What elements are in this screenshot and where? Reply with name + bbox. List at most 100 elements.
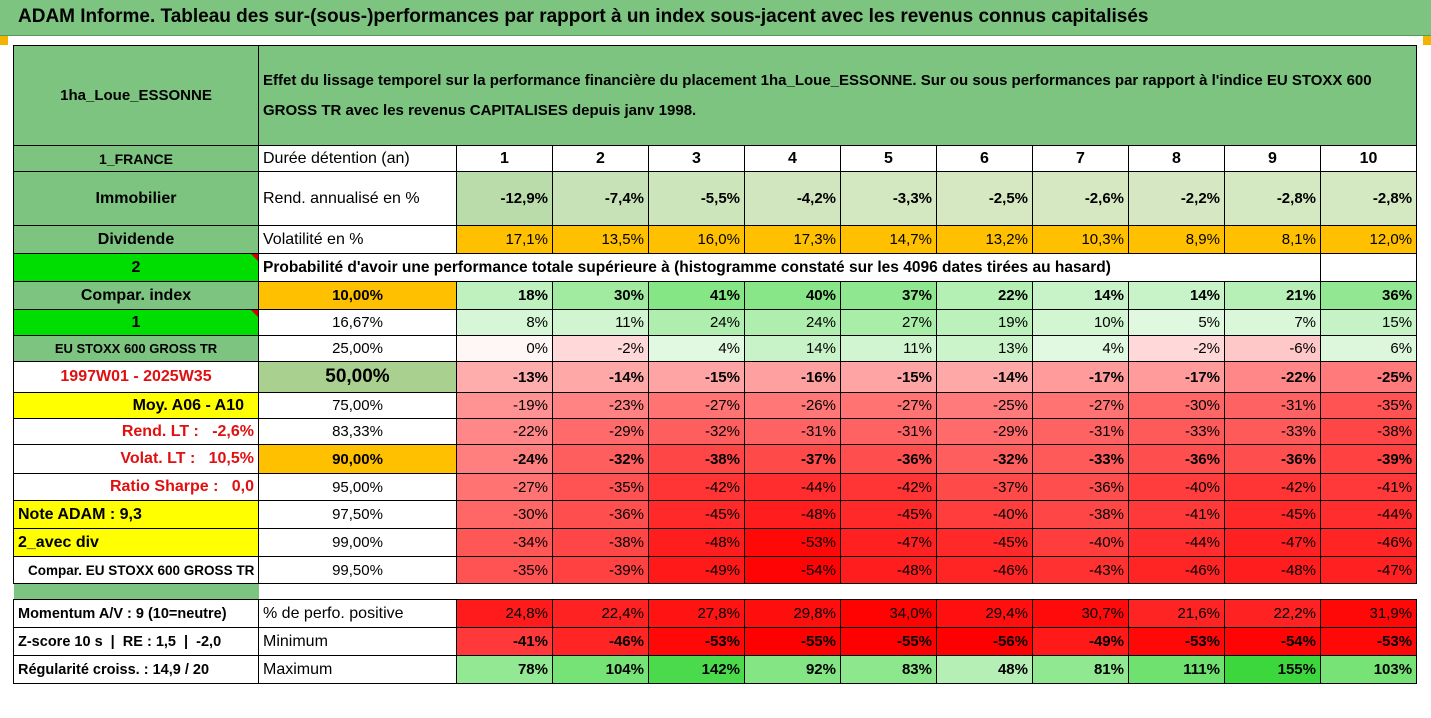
table-row: 1_FRANCE Durée détention (an) 1 2 3 4 5 6 7 8 9 10: [13, 145, 1418, 172]
quantile-value: 41%: [648, 281, 745, 310]
minimum-cell: -53%: [1128, 627, 1225, 656]
rend-cell: -2,6%: [1032, 171, 1129, 226]
quantile-value: 10%: [1032, 309, 1129, 336]
quantile-value: -47%: [1224, 528, 1321, 557]
quantile-value: -32%: [648, 418, 745, 445]
quantile-value: -38%: [1319, 418, 1418, 445]
rend-cell: -4,2%: [744, 171, 841, 226]
quantile-value: -40%: [1128, 473, 1225, 501]
quantile-value: -40%: [1032, 528, 1129, 557]
quantile-value: -24%: [456, 444, 553, 474]
quantile-value: -13%: [456, 361, 553, 393]
quantile-value: -48%: [840, 556, 937, 584]
minimum-cell: -41%: [456, 627, 553, 656]
quantile-value: -33%: [1128, 418, 1225, 445]
quantile-value: 18%: [456, 281, 553, 310]
quantile-value: 22%: [936, 281, 1033, 310]
compar-index-label: Compar. index: [13, 281, 259, 310]
quantile-value: 21%: [1224, 281, 1321, 310]
rend-cell: -2,8%: [1224, 171, 1321, 226]
spacer-cell: [937, 584, 1033, 600]
maximum-cell: 78%: [456, 655, 553, 684]
rend-cell: -2,5%: [936, 171, 1033, 226]
quantile-value: -35%: [456, 556, 553, 584]
year-header: 4: [744, 145, 841, 172]
quantile-level: 97,50%: [258, 500, 457, 529]
quantile-value: 13%: [936, 335, 1033, 362]
quantile-value: -33%: [1032, 444, 1129, 474]
quantile-value: -25%: [936, 392, 1033, 419]
spacer-cell: [1129, 584, 1225, 600]
quantile-value: 24%: [744, 309, 841, 336]
quantile-level: 90,00%: [258, 444, 457, 474]
quantile-value: -34%: [456, 528, 553, 557]
table-row: Ratio Sharpe : 0,0 95,00% -27% -35% -42% -44%…: [13, 473, 1418, 501]
quantile-value: 6%: [1319, 335, 1418, 362]
quantile-value: -19%: [456, 392, 553, 419]
corner-marker-left: [0, 36, 8, 45]
spacer-cell: [553, 584, 649, 600]
quantile-value: -48%: [744, 500, 841, 529]
table-row: Immobilier Rend. annualisé en % -12,9% -7,4…: [13, 171, 1418, 226]
quantile-value: -27%: [840, 392, 937, 419]
table-row: Volat. LT : 10,5% 90,00% -24% -32% -38% -37% -…: [13, 444, 1418, 474]
table-row: 1 16,67% 8% 11% 24% 24% 27% 19% 10% 5% 7% 15%: [13, 309, 1418, 336]
regularite-label: Régularité croiss. : 14,9 / 20: [13, 655, 259, 684]
period-label: 1997W01 - 2025W35: [13, 361, 259, 393]
quantile-value: -46%: [1128, 556, 1225, 584]
spacer-cell: [259, 584, 457, 600]
quantile-value: -16%: [744, 361, 841, 393]
year-header: 8: [1128, 145, 1225, 172]
quantile-value: -42%: [1224, 473, 1321, 501]
quantile-value: -48%: [648, 528, 745, 557]
volat-cell: 16,0%: [648, 225, 745, 254]
minimum-cell: -54%: [1224, 627, 1321, 656]
quantile-value: 14%: [1032, 281, 1129, 310]
volat-cell: 17,1%: [456, 225, 553, 254]
performance-table: 1ha_Loue_ESSONNE Effet du lissage tempore…: [13, 45, 1418, 684]
corner-marker-right: [1423, 36, 1431, 45]
quantile-value: -26%: [744, 392, 841, 419]
quantile-value: -14%: [936, 361, 1033, 393]
quantile-value: 30%: [552, 281, 649, 310]
sharpe-label: Ratio Sharpe : 0,0: [13, 473, 259, 501]
quantile-value: -15%: [648, 361, 745, 393]
year-header: 3: [648, 145, 745, 172]
perfo_pos-cell: 31,9%: [1319, 599, 1418, 628]
quantile-value: 14%: [744, 335, 841, 362]
table-row: Note ADAM : 9,3 97,50% -30% -36% -45% -48% -45…: [13, 500, 1418, 529]
perfo_pos-cell: 29,8%: [744, 599, 841, 628]
quantile-value: 7%: [1224, 309, 1321, 336]
quantile-value: -36%: [552, 500, 649, 529]
quantile-value: 4%: [648, 335, 745, 362]
year-header: 2: [552, 145, 649, 172]
rend-lt-label: Rend. LT : -2,6%: [13, 418, 259, 445]
quantile-value: -32%: [936, 444, 1033, 474]
proba-label: Probabilité d'avoir une performance tota…: [258, 253, 1225, 282]
quantile-level: 75,00%: [258, 392, 457, 419]
quantile-value: -45%: [1224, 500, 1321, 529]
table-row: 2_avec div 99,00% -34% -38% -48% -53% -47% -45%…: [13, 528, 1418, 557]
maximum-cell: 81%: [1032, 655, 1129, 684]
volat-cell: 8,1%: [1224, 225, 1321, 254]
quantile-value: 40%: [744, 281, 841, 310]
rend-cell: -7,4%: [552, 171, 649, 226]
quantile-level: 10,00%: [258, 281, 457, 310]
maximum-label: Maximum: [258, 655, 457, 684]
minimum-cell: -49%: [1032, 627, 1129, 656]
maximum-cell: 48%: [936, 655, 1033, 684]
table-row: [13, 583, 1417, 600]
empty-cell: [1224, 253, 1321, 282]
quantile-value: -38%: [552, 528, 649, 557]
quantile-value: -27%: [1032, 392, 1129, 419]
table-row: Z-score 10 s | RE : 1,5 | -2,0 Minimum -41…: [13, 627, 1418, 656]
perfo_pos-cell: 21,6%: [1128, 599, 1225, 628]
spacer-cell: [1225, 584, 1321, 600]
perfo_pos-cell: 30,7%: [1032, 599, 1129, 628]
quantile-value: -45%: [936, 528, 1033, 557]
report-title: ADAM Informe. Tableau des sur-(sous-)per…: [18, 6, 1149, 27]
quantile-level: 99,00%: [258, 528, 457, 557]
quantile-level: 99,50%: [258, 556, 457, 584]
quantile-level: 25,00%: [258, 335, 457, 362]
quantile-value: -23%: [552, 392, 649, 419]
